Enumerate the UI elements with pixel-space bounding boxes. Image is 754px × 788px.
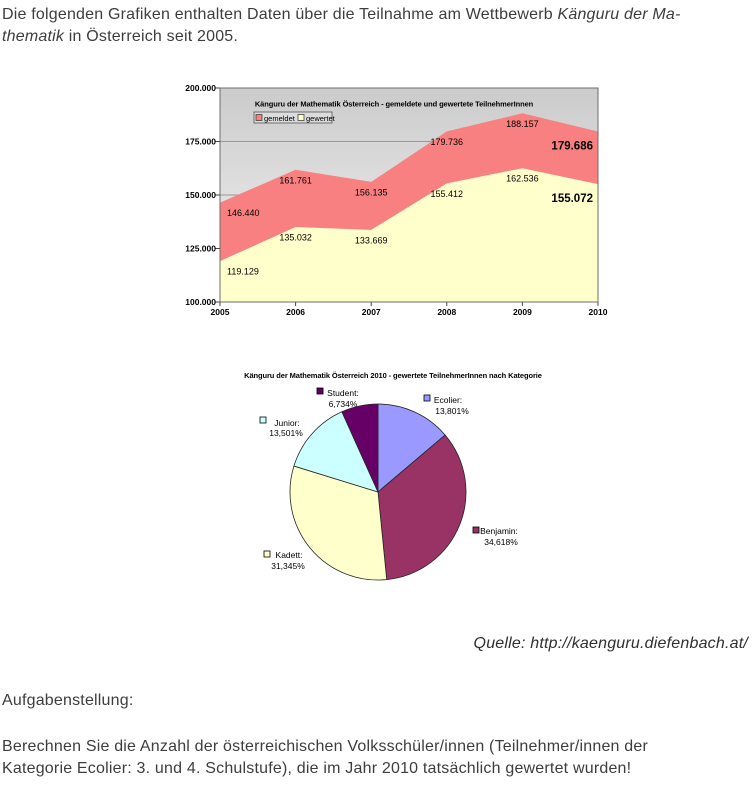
pie-value-benjamin: 34,618%: [484, 537, 518, 547]
area-series-gewertet: [220, 168, 598, 302]
y-axis-label: 100.000: [185, 297, 216, 307]
point-label-gewertet-2007: 133.669: [355, 235, 388, 245]
point-label-gewertet-2005: 119.129: [227, 267, 259, 277]
y-axis-label: 175.000: [185, 137, 216, 147]
pie-value-student: 6,734%: [329, 399, 358, 409]
point-label-gewertet-2006: 135.032: [279, 233, 312, 243]
x-axis-label: 2006: [286, 307, 305, 317]
legend-swatch-gemeldet: [255, 114, 263, 121]
point-label-gemeldet-2009: 188.157: [506, 119, 539, 129]
italic-text-segment: Känguru der Ma-: [557, 6, 681, 23]
task-paragraph: Berechnen Sie die Anzahl der österreichi…: [2, 736, 752, 780]
point-label-gemeldet-2006: 161.761: [279, 175, 312, 185]
legend-label-gewertet: gewertet: [306, 114, 336, 123]
point-label-gewertet-2009: 162.536: [506, 174, 539, 184]
task-line-2: Kategorie Ecolier: 3. und 4. Schulstufe)…: [2, 760, 632, 777]
pie-label-junior: Junior:: [274, 418, 300, 428]
italic-text-segment: thematik: [2, 28, 65, 45]
area-chart: 100.000 125.000 150.000 175.000 200.000 2005 2…: [180, 83, 610, 324]
pie-label-ecolier: Ecolier:: [434, 395, 462, 405]
pie-slice-junior: [293, 411, 379, 493]
pie-chart: Känguru der Mathematik Österreich 2010 -…: [235, 366, 555, 611]
pie-key-swatch-kadett: [263, 550, 271, 558]
pie-key-swatch-benjamin: [472, 526, 480, 534]
pie-slice-kadett: [289, 465, 388, 581]
x-axis-label: 2010: [589, 307, 608, 317]
pie-label-student: Student:: [327, 388, 359, 398]
point-label-gemeldet-2007: 156.135: [355, 187, 388, 197]
pie-key-swatch-junior: [259, 416, 267, 424]
point-label-gewertet-2010: 155.072: [551, 193, 593, 205]
point-label-gewertet-2008: 155.412: [431, 189, 464, 199]
legend-swatch-gewertet: [297, 114, 305, 121]
pie-value-kadett: 31,345%: [271, 561, 305, 571]
task-line-1: Berechnen Sie die Anzahl der österreichi…: [2, 738, 649, 755]
point-label-gemeldet-2008: 179.736: [431, 137, 464, 147]
pie-value-ecolier: 13,801%: [435, 406, 469, 416]
y-axis-label: 125.000: [185, 244, 216, 254]
intro-line-2: thematik in Österreich seit 2005.: [2, 26, 752, 48]
pie-slice-benjamin: [377, 434, 467, 581]
legend-box: [253, 111, 333, 124]
pie-label-kadett: Kadett:: [276, 550, 303, 560]
pie-label-benjamin: Benjamin:: [480, 526, 518, 536]
source-citation: Quelle: http://kaenguru.diefenbach.at/: [473, 635, 748, 652]
intro-line-1: Die folgenden Grafiken enthalten Daten ü…: [2, 4, 752, 26]
point-label-gemeldet-2010: 179.686: [551, 140, 593, 152]
pie-key-swatch-ecolier: [423, 394, 431, 402]
pie-slice-ecolier: [377, 403, 446, 493]
area-chart-title: Känguru der Mathematik Österreich - geme…: [255, 100, 534, 109]
y-axis-label: 200.000: [185, 84, 216, 93]
y-axis-label: 150.000: [185, 190, 216, 200]
point-label-gemeldet-2005: 146.440: [227, 208, 260, 218]
pie-chart-svg: Känguru der Mathematik Österreich 2010 -…: [244, 371, 542, 581]
x-axis-label: 2005: [211, 307, 230, 317]
task-heading: Aufgabenstellung:: [2, 692, 134, 709]
pie-value-junior: 13,501%: [269, 428, 303, 438]
pie-chart-title: Känguru der Mathematik Österreich 2010 -…: [244, 371, 542, 380]
x-axis-label: 2009: [513, 307, 532, 317]
legend-label-gemeldet: gemeldet: [264, 114, 296, 123]
area-chart-svg: 100.000 125.000 150.000 175.000 200.000 2005 2…: [185, 83, 608, 317]
intro-paragraph: Die folgenden Grafiken enthalten Daten ü…: [2, 4, 752, 48]
text-segment: in Österreich seit 2005.: [64, 28, 239, 45]
pie-key-swatch-student: [316, 387, 324, 395]
x-axis-label: 2008: [437, 307, 456, 317]
text-segment: Die folgenden Grafiken enthalten Daten ü…: [2, 6, 558, 23]
x-axis-label: 2007: [362, 307, 381, 317]
pie-slice-student: [341, 403, 379, 493]
